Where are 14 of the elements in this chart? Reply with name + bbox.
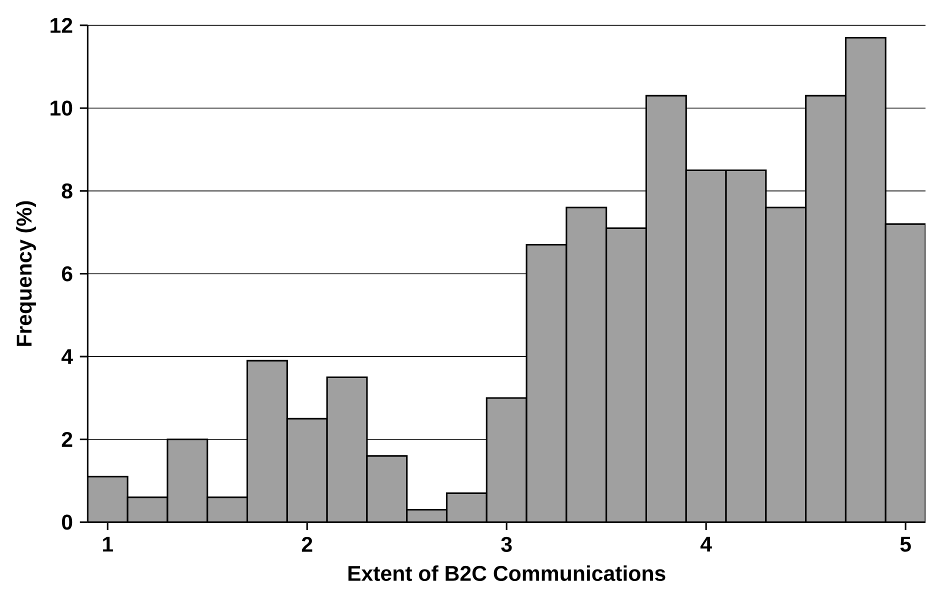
x-tick-label: 2 [302,536,312,552]
x-tick-label: 1 [103,536,113,552]
y-tick-label: 12 [50,18,72,33]
x-tick-label: 4 [700,536,712,552]
y-tick-label: 8 [62,184,72,199]
y-tick-label: 10 [50,100,72,116]
y-tick-label: 6 [62,266,72,282]
y-axis-title: Frequency (%) [16,201,36,346]
x-tick-label: 3 [501,536,512,552]
y-tick-label: 2 [62,432,72,447]
x-axis-title: Extent of B2C Communications [348,565,666,582]
x-tick-label: 5 [900,536,911,552]
y-tick-label: 4 [61,349,73,364]
y-tick-label: 0 [62,514,72,530]
